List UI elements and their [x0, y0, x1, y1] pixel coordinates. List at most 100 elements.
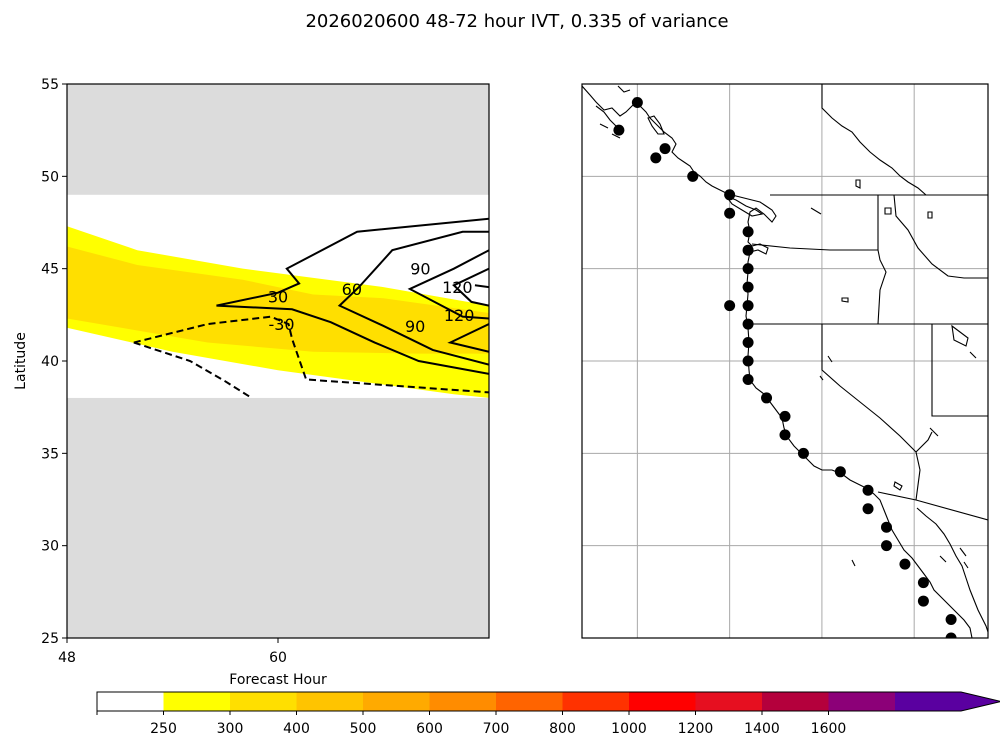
- small-lakes: [819, 324, 977, 569]
- colorbar-cell: [629, 692, 696, 711]
- contour-label--30: -30: [268, 315, 294, 334]
- arizona-border: [915, 431, 933, 453]
- lake-4: [841, 297, 849, 303]
- y-tick-label: 30: [41, 539, 59, 555]
- x-axis-label: Forecast Hour: [229, 672, 327, 688]
- contour-line-60-4: [337, 286, 489, 366]
- colorbar-tick-label: 1600: [811, 721, 847, 737]
- ivt-location-point: [742, 337, 754, 349]
- colorbar-cell: [562, 692, 630, 711]
- masked-band-1: [67, 84, 489, 195]
- ivt-location-point: [899, 558, 911, 570]
- y-tick-label: 25: [41, 631, 59, 647]
- y-tick-label: 40: [41, 354, 59, 370]
- colorbar-cell: [230, 692, 297, 711]
- colorbar-tick-label: 700: [483, 721, 510, 737]
- contour-line-60-3: [216, 304, 489, 375]
- contour-line-120-8: [447, 323, 489, 353]
- contour-label-30: 30: [268, 287, 288, 306]
- ivt-location-point: [797, 447, 809, 459]
- colorbar-cell: [97, 692, 164, 711]
- ivt-location-point: [724, 189, 736, 201]
- nevada-utah-border: [931, 324, 988, 417]
- map-panel: [581, 83, 989, 639]
- contour-label-90: 90: [405, 317, 425, 336]
- ivt-location-point: [659, 143, 671, 155]
- contour-line-90-5: [358, 230, 489, 288]
- washington-oregon-border: [751, 243, 887, 325]
- ivt-location-point: [945, 614, 957, 626]
- colorbar-cell: [762, 692, 829, 711]
- colorbar-cell: [496, 692, 563, 711]
- contour-line-90-6: [407, 249, 489, 320]
- ivt-location-point: [742, 373, 754, 385]
- ivt-location-point: [779, 410, 791, 422]
- contour-line-30-2: [216, 217, 489, 307]
- lake-5: [927, 211, 933, 219]
- ivt-location-point: [742, 300, 754, 312]
- ivt-location-point: [687, 170, 699, 182]
- contour-label-120: 120: [444, 306, 475, 325]
- contour-label-120: 120: [442, 278, 473, 297]
- ivt-contour-panel: -30 30 60 90 90 120 120 25 30 35 40 45 50 55 48 60 Fo…: [13, 77, 490, 688]
- lake-3: [810, 207, 822, 215]
- ivt-location-point: [742, 318, 754, 330]
- colorbar-cell: [363, 692, 430, 711]
- colorbar-cell: [695, 692, 763, 711]
- idaho-border: [877, 194, 988, 279]
- colorbar-tick-label: 250: [150, 721, 177, 737]
- map-frame: [581, 83, 989, 639]
- colorbar-tick-label: 500: [350, 721, 377, 737]
- y-tick-label: 35: [41, 446, 59, 462]
- colorbar-cell: [296, 692, 364, 711]
- y-tick-label: 45: [41, 262, 59, 278]
- ivt-location-point: [742, 263, 754, 275]
- ivt-location-point: [613, 124, 625, 136]
- ivt-location-point: [834, 466, 846, 478]
- y-tick-label: 50: [41, 169, 59, 185]
- california-nevada-border: [821, 324, 921, 501]
- ivt-location-point: [917, 595, 929, 607]
- ivt-location-point: [862, 503, 874, 515]
- contour-line-120-7: [452, 267, 489, 307]
- ivt-location-point: [761, 392, 773, 404]
- contour-label-60: 60: [342, 280, 362, 299]
- ivt-location-point: [742, 226, 754, 238]
- salton-sea: [893, 481, 903, 491]
- ivt-location-point: [881, 540, 892, 552]
- colorbar-tick-label: 600: [416, 721, 443, 737]
- ivt-location-point: [779, 429, 791, 441]
- ivt-location-point: [862, 484, 874, 496]
- colorbar-cell: [163, 692, 231, 711]
- ivt-location-point: [650, 152, 662, 164]
- lake-1: [855, 179, 861, 189]
- colorbar-cell: [828, 692, 896, 711]
- ivt-location-point: [631, 96, 643, 108]
- colorbar-arrow-outline: [895, 691, 1000, 712]
- masked-band-0: [67, 397, 489, 638]
- colorbar-extend-arrow: [895, 692, 1000, 711]
- coastal-islands: [595, 85, 631, 139]
- x-tick-label: 48: [58, 650, 76, 666]
- lake-2: [884, 207, 892, 215]
- contour-label-90: 90: [410, 260, 430, 279]
- colorbar-cell: [429, 692, 497, 711]
- gulf-coastline: [916, 507, 988, 633]
- colorbar-tick-label: 1000: [611, 721, 647, 737]
- ivt-location-point: [945, 632, 957, 638]
- ivt-location-point: [742, 355, 754, 367]
- y-axis-label: Latitude: [13, 332, 29, 390]
- ivt-location-point: [881, 521, 892, 533]
- bc-alberta-border: [821, 84, 927, 196]
- colorbar-tick-label: 800: [549, 721, 576, 737]
- colorbar: 250 300 400 500 600 700 800 1000 1200 1400 1600: [96, 691, 1000, 737]
- contour-line--30-0: [133, 315, 489, 394]
- ivt-location-point: [724, 207, 736, 219]
- contour-line-150-9: [474, 284, 489, 289]
- colorbar-tick-label: 1200: [678, 721, 714, 737]
- island-vancouver: [724, 194, 764, 217]
- ivt-location-point: [742, 244, 754, 256]
- colorbar-tick-label: 300: [217, 721, 244, 737]
- ivt-location-point: [724, 300, 736, 312]
- ivt-location-point: [917, 577, 929, 589]
